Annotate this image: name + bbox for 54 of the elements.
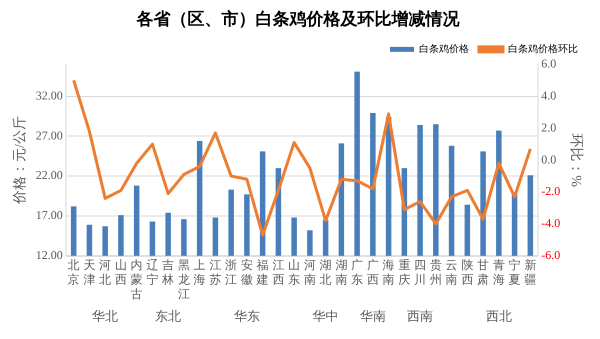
x-tick-label: 贵州 xyxy=(430,258,442,287)
annotation: 华南 xyxy=(360,308,386,324)
x-tick-label: 天津 xyxy=(83,258,96,287)
y2-axis-title: 环比：% xyxy=(568,133,584,188)
y-tick-label: 27.00 xyxy=(36,128,63,142)
x-tick-label: 安徽 xyxy=(240,258,253,287)
y2-tick-label: 2.0 xyxy=(541,120,556,134)
x-tick-label: 海南 xyxy=(382,258,395,287)
x-tick-label: 江西 xyxy=(272,258,284,287)
x-tick-label: 新疆 xyxy=(524,258,536,287)
x-tick-label: 江苏 xyxy=(209,258,222,287)
y2-tick-label: 4.0 xyxy=(541,88,556,102)
y2-tick-label: -6.0 xyxy=(541,248,560,262)
x-tick-label: 湖北 xyxy=(320,258,332,287)
x-tick-label: 宁夏 xyxy=(508,258,521,287)
annotation: 西北 xyxy=(486,308,512,324)
x-tick-label: 黑龙江 xyxy=(178,258,190,301)
y2-tick-label: -2.0 xyxy=(541,184,560,198)
y-tick-label: 32.00 xyxy=(36,88,63,102)
annotation: 华中 xyxy=(312,308,339,324)
legend-label: 白条鸡价格 xyxy=(419,43,469,56)
legend-label: 白条鸡价格环比 xyxy=(508,43,578,56)
x-tick-label: 浙江 xyxy=(225,258,238,287)
x-tick-label: 山东 xyxy=(288,258,300,287)
x-tick-label: 青海 xyxy=(492,258,505,287)
y-axis-title: 价格：元/公斤 xyxy=(12,116,28,206)
x-tick-label: 湖南 xyxy=(335,258,348,287)
annotation: 华东 xyxy=(234,308,260,324)
x-tick-label: 陕西 xyxy=(461,258,474,287)
annotation: 东北 xyxy=(155,308,182,324)
x-tick-label: 甘肃 xyxy=(477,258,490,287)
annotation: 华北 xyxy=(92,308,118,324)
y-tick-label: 17.00 xyxy=(36,208,63,222)
x-tick-label: 福建 xyxy=(256,258,269,287)
x-tick-label: 广东 xyxy=(351,258,364,287)
x-tick-label: 上海 xyxy=(194,258,206,287)
y-tick-label: 22.00 xyxy=(36,168,63,182)
x-tick-label: 河南 xyxy=(304,258,316,287)
chart-title: 各省（区、市）白条鸡价格及环比增减情况 xyxy=(136,10,460,29)
x-tick-label: 重庆 xyxy=(398,258,410,287)
x-tick-label: 云南 xyxy=(446,258,458,287)
annotation: 西南 xyxy=(407,308,434,324)
x-tick-label: 吉林 xyxy=(161,258,174,287)
x-tick-label: 广西 xyxy=(366,258,379,287)
x-tick-label: 山西 xyxy=(114,258,127,287)
y2-tick-label: 0.0 xyxy=(541,152,556,166)
y2-tick-label: -4.0 xyxy=(541,216,560,230)
y-tick-label: 12.00 xyxy=(36,248,63,262)
y2-tick-label: 6.0 xyxy=(541,56,556,71)
x-tick-label: 内蒙古 xyxy=(130,258,143,301)
x-tick-label: 四川 xyxy=(414,258,426,287)
x-tick-label: 辽宁 xyxy=(146,258,158,287)
x-tick-label: 北京 xyxy=(68,258,80,287)
x-tick-label: 河北 xyxy=(99,258,112,287)
